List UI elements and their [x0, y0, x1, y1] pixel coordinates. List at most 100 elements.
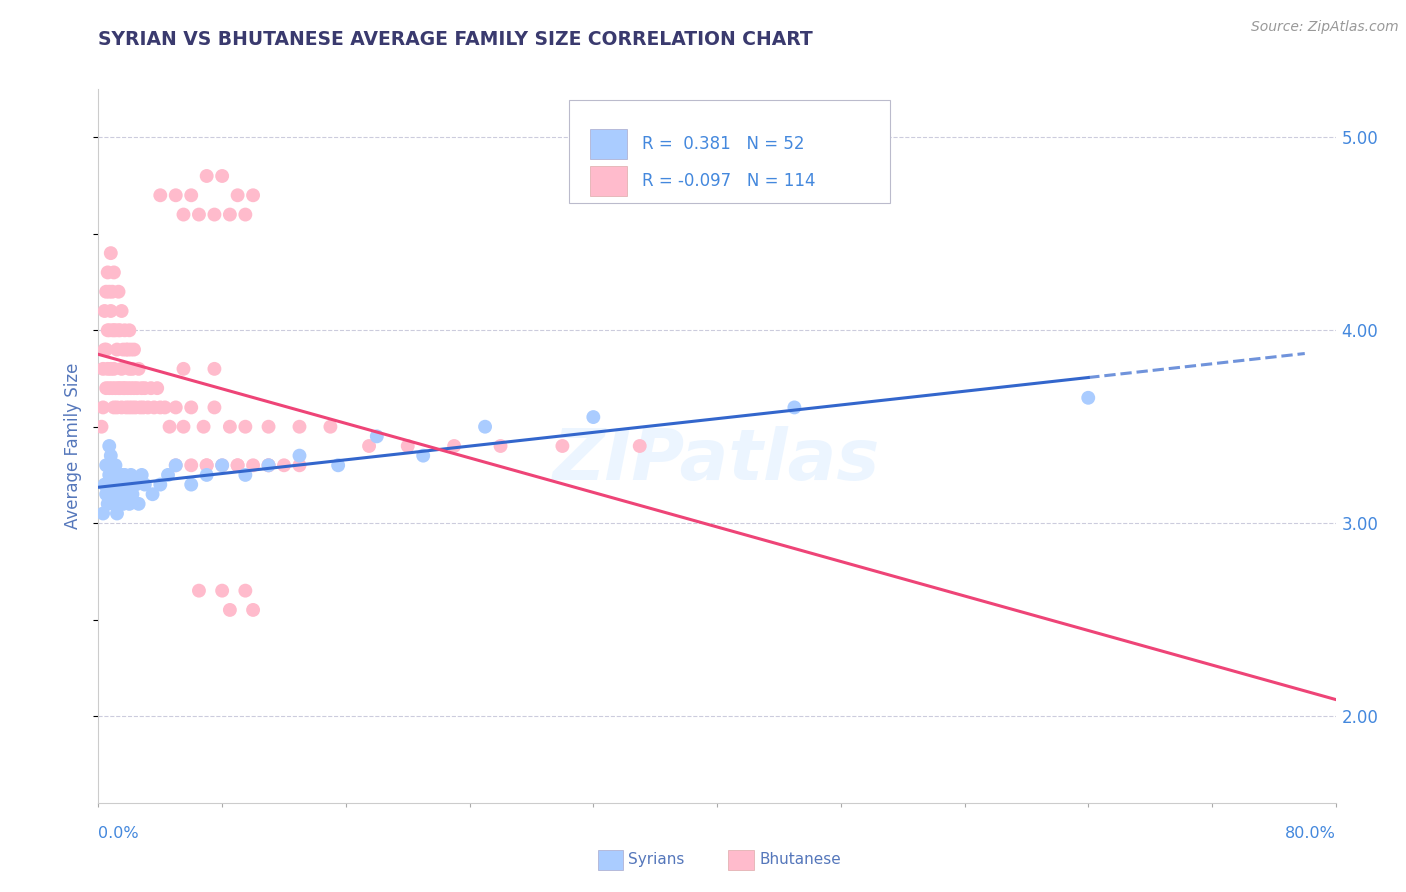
Point	[165, 188, 187, 202]
Bar	[589, 129, 627, 159]
Point	[100, 449, 122, 463]
Point	[114, 381, 136, 395]
Point	[100, 477, 122, 491]
Point	[132, 401, 155, 415]
Point	[188, 208, 211, 222]
Point	[117, 477, 139, 491]
Point	[101, 381, 124, 395]
Point	[98, 285, 121, 299]
Point	[100, 246, 122, 260]
Point	[97, 362, 120, 376]
Point	[115, 401, 138, 415]
Point	[153, 401, 176, 415]
Point	[159, 419, 181, 434]
Point	[111, 304, 134, 318]
Point	[120, 343, 142, 357]
Point	[103, 323, 125, 337]
Point	[242, 188, 264, 202]
Point	[103, 401, 125, 415]
Point	[107, 467, 129, 482]
Point	[105, 401, 128, 415]
Point	[219, 603, 242, 617]
Point	[180, 477, 202, 491]
Point	[128, 362, 150, 376]
Point	[146, 381, 169, 395]
Text: SYRIAN VS BHUTANESE AVERAGE FAMILY SIZE CORRELATION CHART: SYRIAN VS BHUTANESE AVERAGE FAMILY SIZE …	[98, 30, 813, 49]
Point	[107, 381, 129, 395]
Point	[101, 458, 124, 473]
Point	[90, 419, 112, 434]
Point	[91, 507, 114, 521]
Point	[226, 458, 249, 473]
Point	[103, 265, 125, 279]
Point	[104, 487, 127, 501]
Point	[149, 477, 172, 491]
Point	[180, 458, 202, 473]
Point	[118, 497, 141, 511]
Point	[97, 323, 120, 337]
Point	[582, 410, 605, 425]
Point	[288, 449, 311, 463]
Point	[121, 487, 143, 501]
Point	[103, 497, 125, 511]
Point	[98, 439, 121, 453]
Point	[122, 381, 145, 395]
Point	[288, 458, 311, 473]
Point	[235, 419, 257, 434]
Point	[118, 323, 141, 337]
Point	[226, 188, 249, 202]
Point	[111, 401, 134, 415]
Point	[143, 401, 166, 415]
Point	[1077, 391, 1099, 405]
Point	[273, 458, 295, 473]
Point	[112, 497, 135, 511]
Point	[101, 323, 124, 337]
Point	[149, 401, 172, 415]
Point	[103, 467, 125, 482]
Point	[131, 381, 153, 395]
Point	[121, 401, 143, 415]
Point	[105, 477, 128, 491]
Point	[195, 458, 218, 473]
Point	[111, 487, 134, 501]
Text: 80.0%: 80.0%	[1285, 826, 1336, 841]
Point	[122, 343, 145, 357]
Point	[211, 458, 233, 473]
Point	[115, 487, 138, 501]
Point	[551, 439, 574, 453]
Text: ZIPatlas: ZIPatlas	[554, 425, 880, 495]
Point	[96, 487, 118, 501]
Point	[173, 208, 195, 222]
Point	[96, 381, 118, 395]
Point	[100, 304, 122, 318]
Point	[326, 458, 350, 473]
Text: Syrians: Syrians	[628, 853, 685, 867]
Text: Bhutanese: Bhutanese	[759, 853, 841, 867]
Point	[180, 188, 202, 202]
Point	[108, 381, 131, 395]
Point	[257, 458, 280, 473]
Point	[96, 458, 118, 473]
Point	[121, 362, 143, 376]
Point	[257, 458, 280, 473]
Point	[98, 323, 121, 337]
Point	[108, 497, 131, 511]
Point	[219, 208, 242, 222]
Point	[204, 208, 226, 222]
Point	[149, 188, 172, 202]
Point	[319, 419, 342, 434]
Point	[165, 458, 187, 473]
Point	[139, 381, 162, 395]
Point	[114, 323, 136, 337]
Point	[204, 401, 226, 415]
Point	[107, 487, 129, 501]
Point	[211, 169, 233, 183]
Point	[128, 497, 150, 511]
Text: 0.0%: 0.0%	[98, 826, 139, 841]
Point	[117, 343, 139, 357]
Text: R =  0.381   N = 52: R = 0.381 N = 52	[641, 135, 804, 153]
Point	[134, 381, 156, 395]
Point	[134, 477, 156, 491]
Point	[211, 583, 233, 598]
Point	[188, 583, 211, 598]
